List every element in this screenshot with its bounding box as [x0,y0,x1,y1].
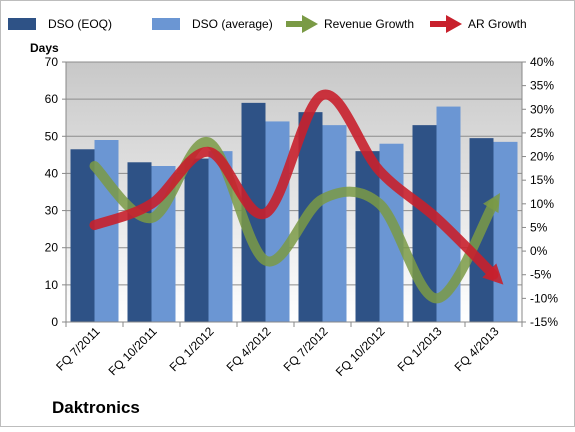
legend-swatch [152,18,180,30]
y2-tick-label: 10% [530,197,554,211]
y-tick-label: 40 [45,166,59,180]
legend-arrow-head [302,15,318,33]
legend-label: AR Growth [468,17,527,31]
y2-tick-label: 5% [530,220,548,234]
y2-tick-label: 40% [530,55,554,69]
y-tick-label: 60 [45,92,59,106]
legend-label: Revenue Growth [324,17,414,31]
legend-arrow-head [446,15,462,33]
bar-dso-average [493,141,518,322]
legend-dso-eoq: DSO (EOQ) [8,17,112,31]
y2-tick-label: 35% [530,79,554,93]
y2-tick-label: -10% [530,291,558,305]
y2-tick-label: 15% [530,173,554,187]
y-tick-label: 20 [45,241,59,255]
legend-dso-average: DSO (average) [152,17,273,31]
legend-label: DSO (EOQ) [48,17,112,31]
legend-swatch [8,18,36,30]
line-revenue-growth [89,137,500,304]
y-tick-label: 0 [51,315,58,329]
bar-dso-average [322,125,347,323]
line-ar-growth [89,89,504,285]
bar-dso-average [265,121,290,322]
y-tick-label: 30 [45,204,59,218]
bar-dso-eoq [184,158,209,322]
y2-tick-label: 30% [530,102,554,116]
bar-dso-eoq [355,151,380,322]
y-tick-label: 50 [45,129,59,143]
y-tick-label: 70 [45,55,59,69]
y2-tick-label: 25% [530,126,554,140]
legend-label: DSO (average) [192,17,273,31]
bar-dso-eoq [127,162,152,322]
company-name: Daktronics [52,398,140,417]
legend-ar-growth: AR Growth [430,15,527,33]
y2-tick-label: -15% [530,315,558,329]
y-tick-label: 10 [45,278,59,292]
bar-dso-eoq [70,149,95,322]
y-axis-title: Days [30,41,59,55]
y2-tick-label: 0% [530,244,548,258]
y2-tick-label: 20% [530,150,554,164]
legend-revenue-growth: Revenue Growth [286,15,414,33]
y2-tick-label: -5% [530,268,552,282]
